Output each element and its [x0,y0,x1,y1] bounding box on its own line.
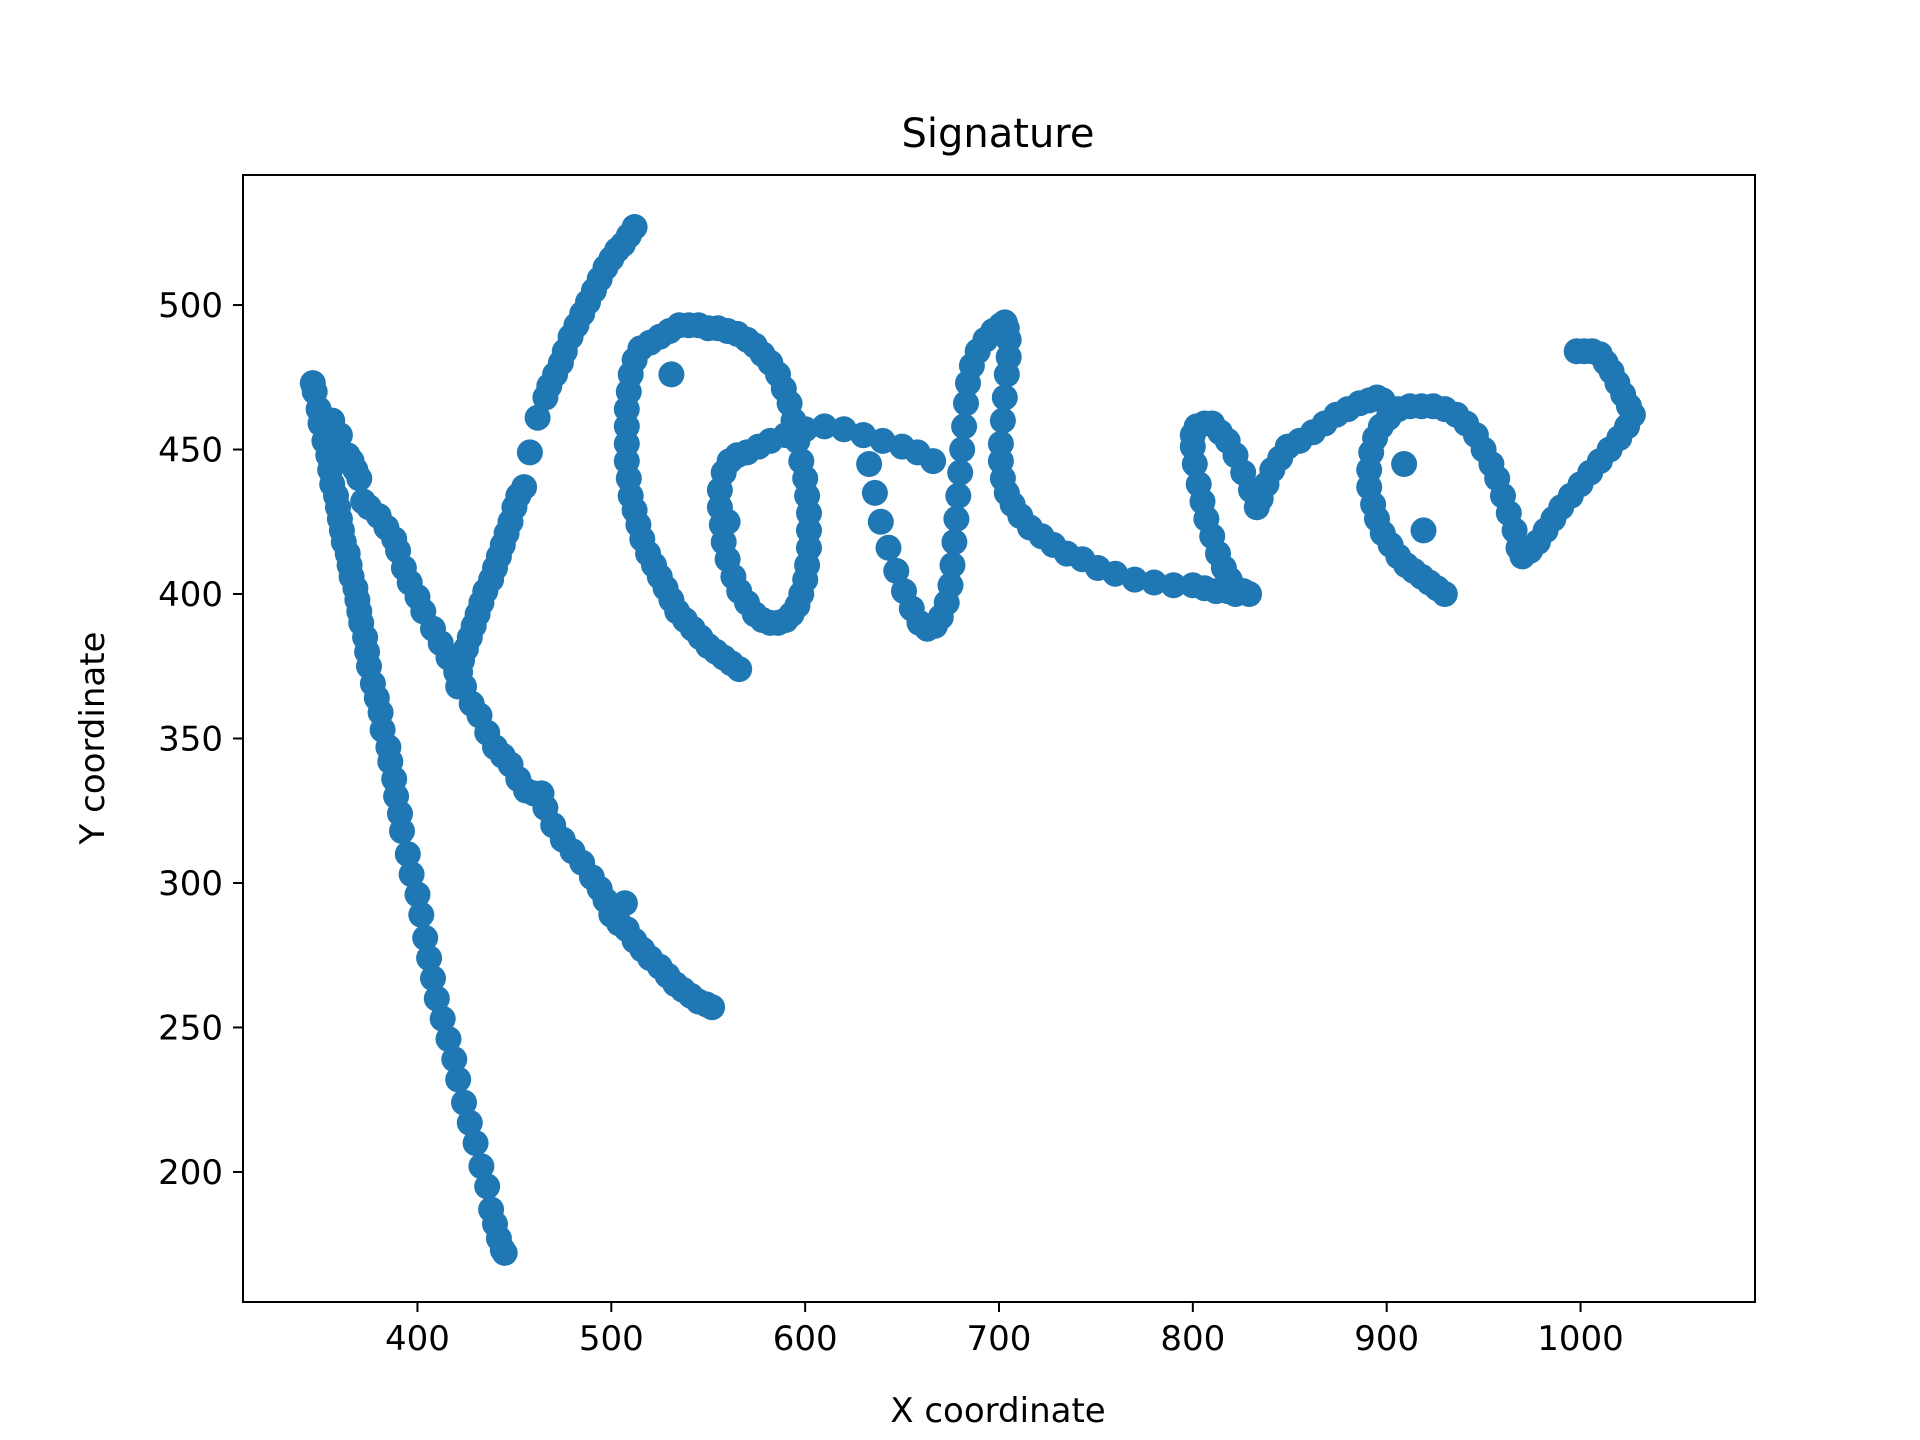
scatter-point [1236,581,1263,607]
scatter-point [346,465,373,492]
y-axis-label: Y coordinate [73,632,113,846]
scatter-point [398,861,425,888]
scatter-point [943,505,970,532]
scatter-point [1391,451,1418,477]
scatter-point [714,508,741,535]
scatter-point [856,451,883,477]
scatter-point [861,479,888,506]
x-axis: 400 500 600 700 800 900 1000 [385,1302,1624,1359]
scatter-point [429,1005,456,1032]
scatter-point [394,841,421,868]
scatter-point [991,384,1018,411]
scatter-point [416,945,443,972]
y-axis: 200 250 300 350 400 450 500 [158,286,243,1193]
scatter-point [474,1173,501,1200]
scatter-point [989,407,1016,434]
scatter-point [621,214,648,240]
scatter-point [412,924,439,951]
scatter-point [326,422,353,449]
x-axis-label: X coordinate [890,1391,1105,1431]
scatter-point [945,482,972,509]
scatter-point [939,552,966,579]
scatter-point [850,422,877,449]
scatter-point [658,361,685,388]
chart-title: Signature [902,111,1095,157]
scatter-point [937,572,964,599]
y-tick-label: 500 [158,286,223,326]
y-tick-label: 250 [158,1008,223,1048]
scatter-point [491,1239,518,1266]
scatter-point [389,818,415,844]
scatter-point [792,416,819,443]
scatter-point [947,459,974,486]
scatter-point [524,404,551,431]
scatter-point [441,1046,468,1073]
x-tick-label: 1000 [1537,1319,1624,1359]
scatter-point [699,994,726,1021]
scatter-point [1160,572,1187,599]
scatter-point [468,1153,495,1180]
scatter-point [456,1109,483,1136]
x-tick-label: 700 [967,1319,1032,1359]
scatter-point [1181,451,1208,477]
x-tick-label: 600 [773,1319,838,1359]
scatter-point [1410,517,1437,544]
scatter-point [953,390,979,417]
scatter-points [299,214,1646,1266]
y-tick-label: 450 [158,431,223,471]
x-tick-label: 400 [385,1319,450,1359]
scatter-point [993,361,1020,388]
scatter-point [867,508,894,535]
scatter-point [423,985,450,1012]
scatter-point [462,1130,489,1157]
scatter-point [1563,338,1590,365]
scatter-point [920,448,947,475]
scatter-point [1141,569,1168,596]
scatter-point [875,534,902,561]
y-tick-label: 200 [158,1153,223,1193]
scatter-point [404,881,431,908]
scatter-point [511,474,538,501]
scatter-point [611,890,638,917]
y-tick-label: 400 [158,575,223,615]
scatter-point [451,1089,477,1116]
x-tick-label: 500 [579,1319,644,1359]
scatter-point [951,413,978,440]
scatter-point [420,965,446,992]
y-tick-label: 350 [158,720,223,760]
x-tick-label: 800 [1160,1319,1225,1359]
scatter-point [1121,566,1148,593]
scatter-point [811,413,838,440]
scatter-point [435,1026,462,1052]
y-tick-label: 300 [158,864,223,904]
scatter-point [949,436,976,463]
scatter-point [941,529,968,555]
scatter-point [445,1066,472,1093]
scatter-point [408,901,435,928]
scatter-point [516,439,543,466]
x-tick-label: 900 [1354,1319,1419,1359]
scatter-point [883,557,910,584]
